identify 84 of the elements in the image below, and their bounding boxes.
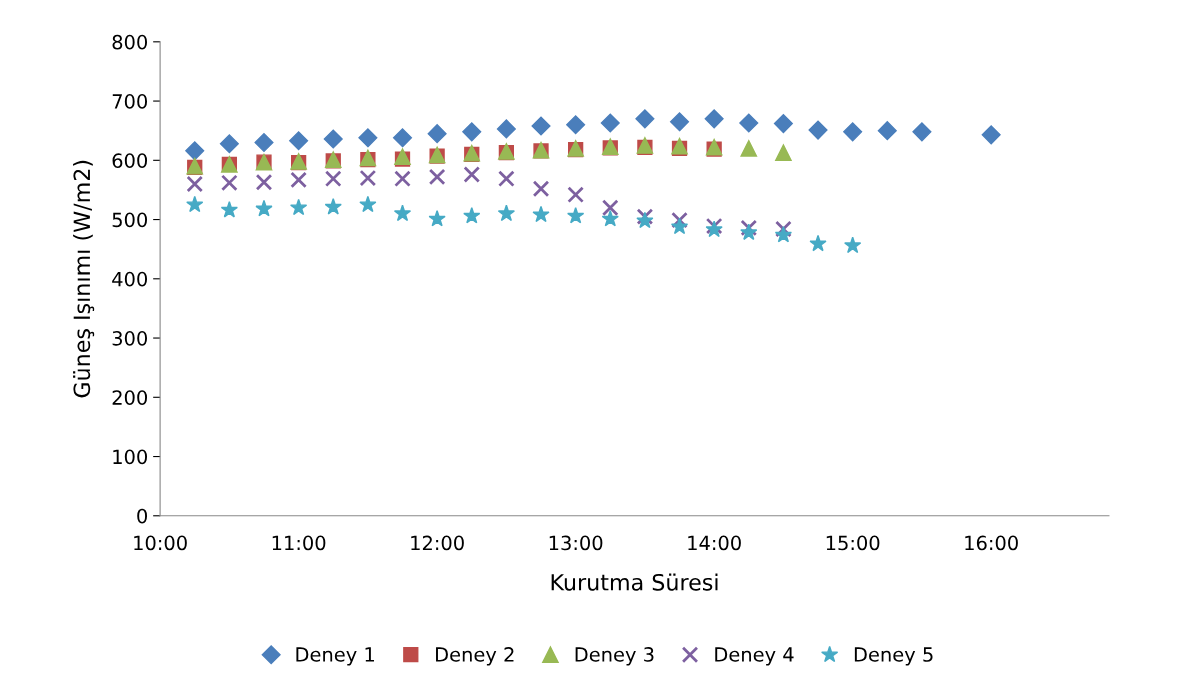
point — [809, 234, 827, 252]
point — [255, 199, 273, 217]
point — [808, 120, 828, 140]
point — [775, 144, 792, 161]
point — [635, 109, 655, 129]
point — [775, 220, 792, 238]
point — [463, 206, 481, 224]
point — [393, 204, 412, 222]
point — [704, 109, 724, 129]
point — [843, 122, 863, 142]
y-tick-label: 200 — [112, 390, 148, 405]
point — [323, 129, 343, 149]
point — [428, 209, 446, 227]
legend-label: Deney 1 — [296, 647, 374, 666]
legend-label: Deney 2 — [436, 647, 514, 666]
point — [532, 180, 550, 198]
x-tick-label: 14:00 — [688, 535, 741, 551]
point — [185, 141, 205, 161]
legend-label: Deney 4 — [715, 647, 794, 666]
point — [567, 186, 584, 204]
point — [496, 119, 516, 139]
point — [567, 206, 585, 224]
point — [740, 223, 758, 241]
point — [981, 125, 1001, 145]
y-tick-label: 0 — [137, 508, 148, 524]
point — [324, 170, 342, 188]
x-tick-label: 15:00 — [826, 535, 880, 551]
legend-label: Deney 3 — [575, 647, 654, 666]
point — [739, 113, 759, 133]
point — [394, 170, 411, 188]
y-axis-title: Güneş Işınımı (W/m2) — [73, 160, 95, 398]
point — [290, 198, 308, 216]
point — [221, 174, 238, 192]
point — [462, 122, 482, 142]
point — [497, 204, 516, 222]
x-tick-label: 13:00 — [549, 535, 603, 551]
point — [670, 217, 689, 235]
x-tick-label: 12:00 — [411, 535, 464, 551]
point — [392, 128, 413, 148]
point — [636, 208, 654, 225]
y-tick-label: 400 — [112, 271, 148, 287]
point — [600, 113, 620, 133]
point — [219, 134, 239, 154]
point — [289, 131, 309, 151]
point — [774, 225, 793, 243]
point — [186, 195, 204, 213]
x-tick-label: 11:00 — [272, 535, 326, 551]
y-tick-label: 300 — [112, 331, 148, 346]
point — [601, 209, 619, 227]
point — [740, 140, 758, 157]
x-axis-title: Kurutma Süresi — [551, 573, 718, 591]
point — [324, 198, 342, 215]
point — [359, 169, 377, 187]
legend-label: Deney 5 — [854, 647, 933, 666]
point — [877, 121, 897, 141]
point — [359, 195, 377, 213]
point — [601, 199, 619, 217]
y-tick-label: 700 — [112, 94, 148, 109]
point — [254, 133, 274, 153]
point — [220, 201, 238, 218]
x-tick-label: 16:00 — [965, 535, 1018, 551]
point — [186, 175, 204, 193]
point — [498, 170, 515, 188]
point — [566, 115, 586, 135]
point — [427, 124, 447, 144]
point — [912, 122, 932, 142]
point — [669, 112, 690, 132]
point — [428, 168, 446, 186]
point — [532, 205, 550, 223]
y-tick-label: 600 — [112, 153, 148, 168]
point — [844, 236, 862, 254]
y-tick-label: 100 — [113, 449, 148, 465]
point — [531, 116, 551, 136]
point — [463, 166, 481, 183]
point — [358, 128, 378, 148]
y-tick-label: 800 — [112, 34, 148, 50]
point — [671, 211, 688, 229]
point — [773, 114, 793, 134]
point — [290, 171, 307, 189]
y-tick-label: 500 — [112, 212, 148, 228]
x-tick-label: 10:00 — [134, 535, 187, 551]
point — [740, 219, 758, 237]
point — [636, 211, 654, 229]
point — [255, 173, 273, 191]
